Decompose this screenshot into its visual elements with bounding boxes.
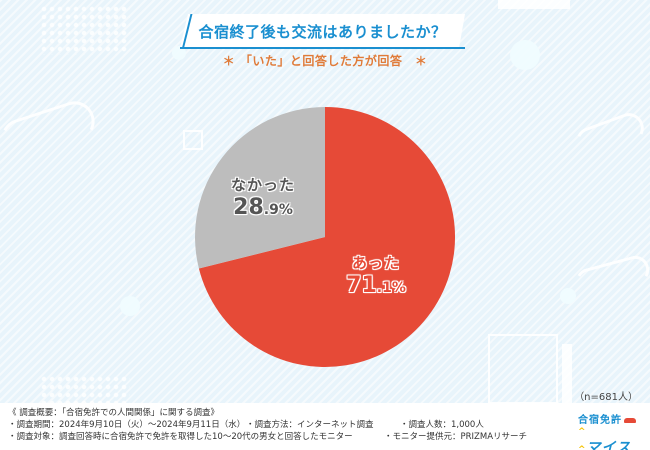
chart-title-box: 合宿終了後も交流はありましたか？ — [180, 14, 465, 49]
survey-period: ・調査期間：2024年9月10日（火）～2024年9月11日（水） — [8, 420, 246, 430]
slice-label-no-value: 28.9% — [222, 195, 304, 223]
decorative-circle — [560, 288, 576, 304]
survey-count: ・調査人数：1,000人 — [400, 420, 484, 430]
survey-details: 《 調査概要：「合宿免許での人間関係」に関する調査》 ・調査期間：2024年9月… — [8, 407, 543, 443]
decorative-rect-outline — [183, 130, 203, 150]
survey-title: 《 調査概要：「合宿免許での人間関係」に関する調査》 — [8, 408, 219, 418]
survey-provider: ・モニター提供元：PRIZMAリサーチ — [384, 432, 528, 442]
slice-label-yes-name: あった — [351, 254, 400, 272]
decorative-rect — [562, 344, 572, 404]
slice-label-yes: あった 71.1% — [342, 252, 410, 301]
sample-size: （n=681人） — [574, 392, 638, 403]
chart-subtitle: ＊ 「いた」と回答した方が回答 ＊ — [222, 54, 428, 68]
accent-icon: ^ — [578, 427, 587, 437]
title-background — [180, 14, 465, 48]
decorative-rect — [498, 0, 570, 9]
survey-footer: 《 調査概要：「合宿免許での人間関係」に関する調査》 ・調査期間：2024年9月… — [0, 403, 650, 450]
decorative-circle — [172, 46, 186, 60]
slice-label-no-name: なかった — [230, 176, 295, 194]
decorative-dots — [40, 5, 130, 55]
accent-icon: ^ — [578, 445, 587, 450]
survey-method: ・調査方法：インターネット調査 — [246, 420, 374, 430]
decorative-circle — [510, 40, 540, 70]
logo-top-text: 合宿免許 — [578, 415, 622, 426]
title-underline — [180, 47, 465, 49]
survey-target: ・調査対象：調査回答時に合宿免許で免許を取得した10～20代の男女と回答したモニ… — [8, 432, 353, 442]
decorative-circle — [120, 296, 140, 316]
slice-no-dec: .9% — [263, 202, 293, 218]
pie-slice-yes — [198, 106, 456, 367]
brand-logo: 合宿免許^ ^マイスター — [578, 411, 642, 450]
slice-label-no: なかった 28.9% — [222, 174, 304, 223]
car-icon — [624, 417, 636, 423]
chart-title: 合宿終了後も交流はありましたか？ — [198, 22, 447, 41]
slice-yes-dec: .1% — [376, 280, 406, 296]
slice-yes-int: 71 — [346, 273, 377, 298]
slice-no-int: 28 — [233, 195, 264, 220]
pie-slice-no — [195, 107, 325, 269]
slice-label-yes-value: 71.1% — [342, 273, 410, 301]
logo-bottom-text: マイスター — [586, 440, 632, 450]
